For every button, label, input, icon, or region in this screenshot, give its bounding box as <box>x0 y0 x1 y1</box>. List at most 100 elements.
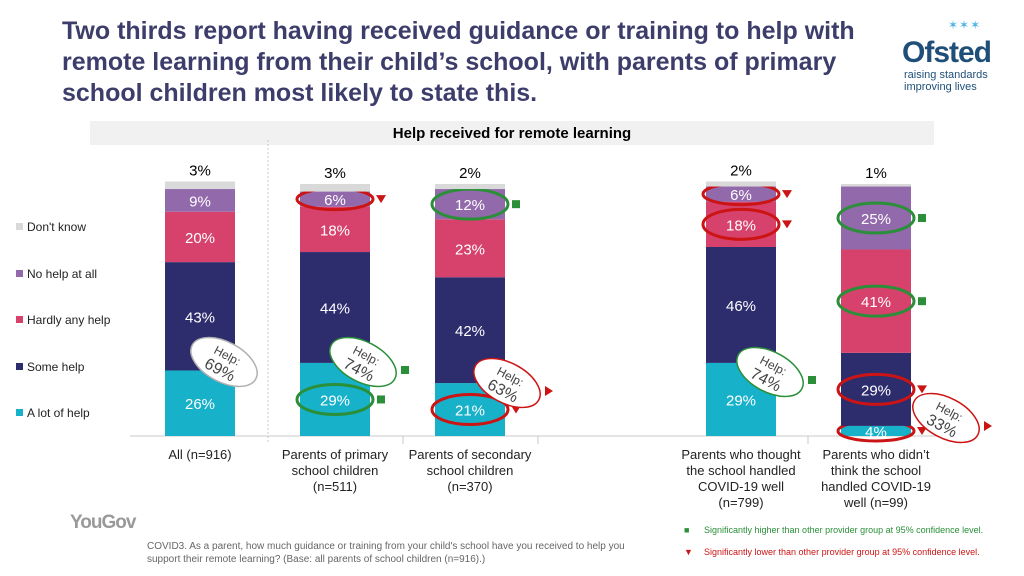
data-label: 29% <box>726 392 756 409</box>
bar-no_help <box>165 189 235 212</box>
yougov-logo: YouGov <box>70 512 136 533</box>
data-label: 23% <box>455 241 485 258</box>
legend-swatch <box>16 409 23 417</box>
data-label: 18% <box>320 222 350 239</box>
sig-low-marker <box>917 385 927 394</box>
green-square-icon: ■ <box>684 525 690 535</box>
data-label: 41% <box>861 294 891 311</box>
data-label: 42% <box>455 323 485 340</box>
data-label: 4% <box>865 424 887 441</box>
data-label: 29% <box>861 382 891 399</box>
bar-lot <box>841 425 911 436</box>
bar-some <box>841 352 911 426</box>
help-total-badge: Help:33% <box>912 392 980 444</box>
category-label-line: school children <box>427 463 514 478</box>
sig-high-marker <box>377 395 385 404</box>
data-label: 3% <box>324 165 346 182</box>
category-label-line: school children <box>292 463 379 478</box>
data-label: 2% <box>730 162 752 179</box>
logo-tagline: raising standards improving lives <box>904 69 988 93</box>
category-label-line: think the school <box>831 463 921 478</box>
sig-ellipse <box>836 372 916 406</box>
help-badge-ellipse <box>329 336 397 388</box>
help-badge-ellipse <box>736 346 804 398</box>
stars-icon: ✶✶✶ <box>948 18 982 32</box>
data-label: 2% <box>459 165 481 182</box>
legend-swatch <box>16 269 23 277</box>
data-label: 3% <box>189 162 211 179</box>
category-label: Parents who didn’t think the school handle… <box>821 447 931 510</box>
legend-swatch <box>16 223 23 231</box>
help-badge-ellipse <box>190 336 258 388</box>
sig-low-marker <box>917 426 927 435</box>
help-total-badge: Help:74% <box>736 346 804 398</box>
data-label: 1% <box>865 165 887 182</box>
data-label: 18% <box>726 217 756 234</box>
data-label: 46% <box>726 298 756 315</box>
sig-ellipse <box>430 393 510 427</box>
sig-high-marker <box>918 214 926 223</box>
bar-dont_know <box>300 184 370 192</box>
bar-no_help <box>435 189 505 220</box>
legend-item-lot: A lot of help <box>16 406 90 420</box>
page-title: Two thirds report having received guidan… <box>62 17 855 107</box>
data-label: 43% <box>185 309 215 326</box>
category-label-line: Parents who didn’t <box>823 447 930 462</box>
help-total-badge: Help:74% <box>329 336 397 388</box>
sig-ellipse <box>430 187 510 221</box>
category-label: All (n=916) <box>168 447 231 462</box>
sig-higher-note: ■ Significantly higher than other provide… <box>684 525 983 535</box>
bar-dont_know <box>706 181 776 187</box>
category-label: Parents of primary school children (n=511) <box>282 447 389 494</box>
category-label-line: Parents of primary <box>282 447 389 462</box>
bar-dont_know <box>435 184 505 190</box>
sig-low-marker <box>782 190 792 199</box>
bar-hardly <box>435 219 505 278</box>
data-label: 6% <box>324 192 346 209</box>
data-label: 6% <box>730 187 752 204</box>
bar-no_help <box>300 191 370 207</box>
sig-low-marker <box>984 421 992 431</box>
red-triangle-icon: ▼ <box>684 547 693 557</box>
sig-higher-text: Significantly higher than other provider… <box>704 525 984 535</box>
chart-title-band: Help received for remote learning <box>90 121 934 145</box>
bar-no_help <box>841 186 911 250</box>
category-label-line: Parents who thought <box>681 447 801 462</box>
category-label-line: All (n=916) <box>168 447 231 462</box>
data-label: 12% <box>455 197 485 214</box>
bar-some <box>706 247 776 363</box>
bar-hardly <box>165 211 235 263</box>
legend-swatch <box>16 362 23 370</box>
logo-name: Ofsted <box>902 36 992 69</box>
legend-item-dont_know: Don't know <box>16 220 86 234</box>
data-label: 44% <box>320 300 350 317</box>
data-label: 26% <box>185 396 215 413</box>
category-label-line: Parents of secondary <box>409 447 532 462</box>
sig-ellipse <box>295 382 375 416</box>
bar-hardly <box>300 206 370 253</box>
data-label: 20% <box>185 230 215 247</box>
footnote: COVID3. As a parent, how much guidance o… <box>147 541 625 565</box>
sig-ellipse <box>836 201 916 235</box>
sig-low-marker <box>782 220 792 229</box>
sig-low-marker <box>376 195 386 204</box>
ofsted-logo: ✶✶✶ Ofsted raising standards improving l… <box>898 14 1018 94</box>
legend-item-hardly: Hardly any help <box>16 313 110 327</box>
help-badge-ellipse <box>473 357 541 409</box>
sig-ellipse <box>836 284 916 318</box>
bar-hardly <box>841 249 911 353</box>
category-label-line: the school handled <box>686 463 795 478</box>
sig-lower-note: ▼ Significantly lower than other provider… <box>684 547 980 557</box>
bar-dont_know <box>165 181 235 190</box>
category-label-line: handled COVID-19 <box>821 479 931 494</box>
category-label-line: (n=511) <box>313 479 357 494</box>
sig-high-marker <box>401 366 409 374</box>
sig-high-marker <box>512 200 520 209</box>
data-label: 29% <box>320 392 350 409</box>
sig-low-marker <box>545 386 553 396</box>
help-badge-ellipse <box>912 392 980 444</box>
data-label: 21% <box>455 403 485 420</box>
legend-label: No help at all <box>27 266 98 281</box>
category-label-line: well (n=99) <box>843 495 908 510</box>
